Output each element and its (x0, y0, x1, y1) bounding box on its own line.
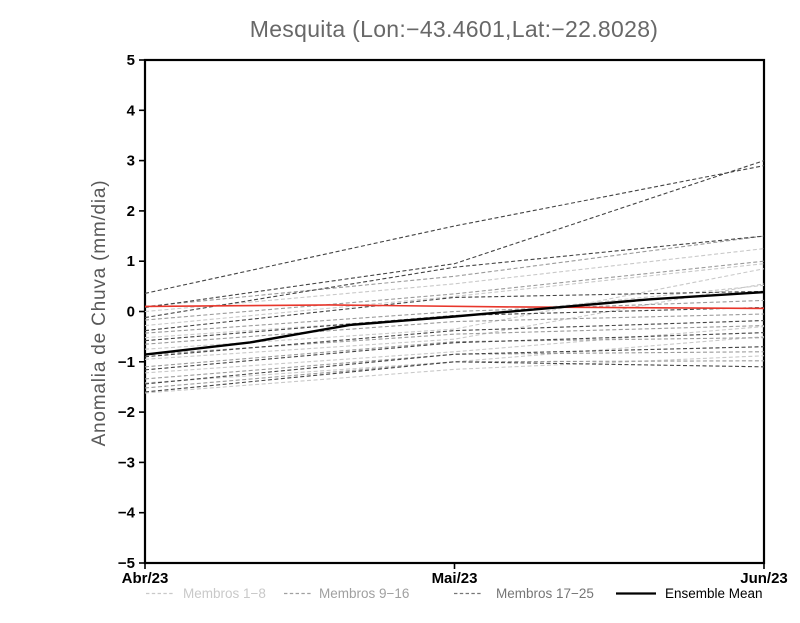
svg-text:0: 0 (127, 304, 135, 321)
svg-text:Jun/23: Jun/23 (740, 570, 788, 587)
svg-text:Abr/23: Abr/23 (122, 570, 169, 587)
svg-text:Mesquita (Lon:−43.4601,Lat:−22: Mesquita (Lon:−43.4601,Lat:−22.8028) (250, 16, 659, 42)
svg-text:Ensemble Mean: Ensemble Mean (665, 586, 763, 601)
svg-text:−1: −1 (118, 354, 135, 371)
svg-text:−3: −3 (118, 454, 135, 471)
svg-text:−2: −2 (118, 404, 135, 421)
svg-text:2: 2 (127, 203, 135, 220)
svg-text:Membros 1−8: Membros 1−8 (183, 586, 266, 601)
svg-text:−4: −4 (118, 505, 136, 522)
svg-text:1: 1 (127, 253, 135, 270)
svg-text:Mai/23: Mai/23 (432, 570, 478, 587)
svg-text:Membros 9−16: Membros 9−16 (319, 586, 409, 601)
svg-text:4: 4 (127, 102, 136, 119)
svg-text:3: 3 (127, 153, 135, 170)
svg-text:Anomalia de Chuva (mm/dia): Anomalia de Chuva (mm/dia) (89, 180, 110, 447)
svg-text:5: 5 (127, 52, 135, 69)
svg-text:Membros 17−25: Membros 17−25 (496, 586, 594, 601)
